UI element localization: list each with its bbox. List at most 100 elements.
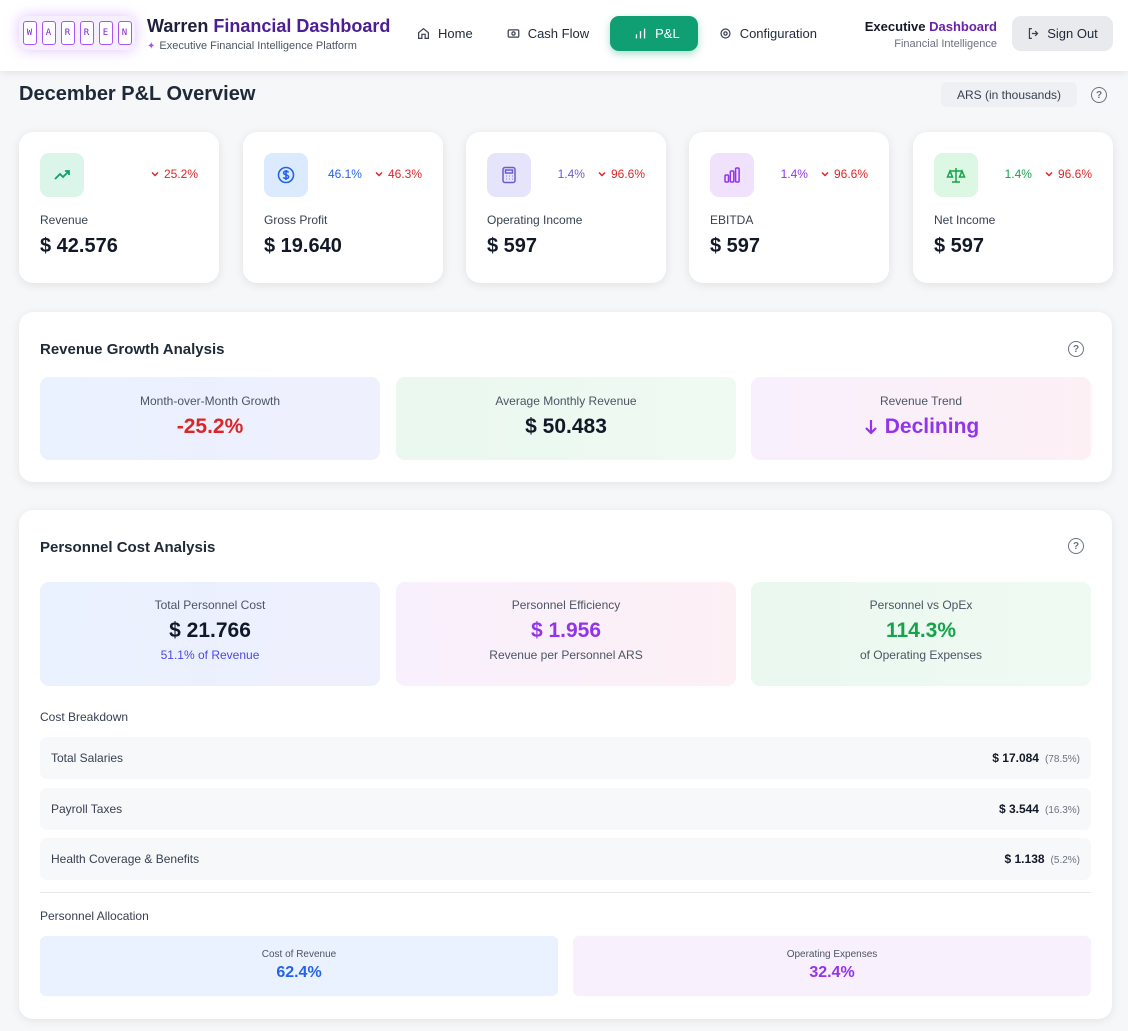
app-subtitle-text: Executive Financial Intelligence Platfor… [159, 40, 357, 52]
cost-breakdown-row: Total Salaries $ 17.084 (78.5%) [40, 737, 1091, 779]
cost-pct: (16.3%) [1044, 805, 1080, 816]
change-primary: 1.4% [557, 167, 585, 181]
alloc-value: 32.4% [809, 964, 855, 981]
kpi-card-net-income: 1.4% 96.6% Net Income $ 597 [913, 132, 1113, 283]
bar-chart-icon [710, 153, 754, 197]
nav-pl-label: P&L [655, 26, 680, 41]
cost-value: $ 3.544 [998, 802, 1039, 816]
stat-value: 114.3% [885, 619, 957, 642]
arrow-down-icon [864, 420, 877, 435]
chevron-down-icon [151, 171, 159, 177]
cash-icon [507, 29, 520, 38]
exec-title-accent: Dashboard [929, 19, 997, 34]
change-down: 25.2% [150, 167, 198, 181]
kpi-label: Net Income [934, 213, 996, 227]
mom-growth-card: Month-over-Month Growth -25.2% [40, 377, 380, 460]
nav-cash-flow[interactable]: Cash Flow [494, 16, 602, 51]
logo-letter: A [41, 21, 56, 45]
stat-sub: Revenue per Personnel ARS [489, 648, 643, 662]
logo-letter: W [22, 21, 37, 45]
kpi-changes: 1.4% 96.6% [558, 167, 645, 181]
cost-name: Health Coverage & Benefits [51, 852, 200, 866]
chevron-down-icon [1045, 171, 1053, 177]
app-title-main: Warren [147, 16, 214, 36]
kpi-changes: 25.2% [150, 167, 198, 181]
warren-logo[interactable]: W A R R E N [19, 16, 135, 50]
exec-title: Executive Dashboard [865, 19, 997, 34]
stat-sub: of Operating Expenses [859, 648, 983, 662]
change-down: 96.6% [1044, 167, 1092, 181]
stat-label: Average Monthly Revenue [495, 394, 637, 408]
logo-letter: N [117, 21, 132, 45]
change-down-value: 96.6% [1057, 167, 1092, 181]
stat-value: $ 50.483 [525, 415, 607, 438]
cost-breakdown-row: Health Coverage & Benefits $ 1.138 (5.2%) [40, 838, 1091, 880]
logo-letter: R [79, 21, 94, 45]
stat-value: $ 1.956 [530, 619, 602, 642]
cost-pct: (78.5%) [1044, 754, 1080, 765]
kpi-label: Operating Income [487, 213, 583, 227]
cost-value: $ 1.138 [1004, 852, 1045, 866]
cost-breakdown-title: Cost Breakdown [40, 710, 129, 724]
nav-cash-flow-label: Cash Flow [527, 26, 590, 41]
exec-subtitle: Financial Intelligence [894, 38, 997, 50]
sign-out-button[interactable]: Sign Out [1012, 16, 1113, 51]
sign-out-label: Sign Out [1047, 26, 1098, 41]
cost-pct: (5.2%) [1050, 855, 1080, 866]
personnel-vs-opex-card: Personnel vs OpEx 114.3% of Operating Ex… [751, 582, 1091, 686]
kpi-changes: 46.1% 46.3% [328, 167, 422, 181]
change-down-value: 46.3% [387, 167, 422, 181]
stat-label: Total Personnel Cost [154, 598, 266, 612]
stat-value: $ 21.766 [169, 619, 251, 642]
change-down-value: 25.2% [163, 167, 198, 181]
nav-configuration[interactable]: Configuration [706, 16, 830, 51]
change-primary: 1.4% [1004, 167, 1032, 181]
cost-breakdown-row: Payroll Taxes $ 3.544 (16.3%) [40, 788, 1091, 830]
nav-home[interactable]: Home [404, 16, 486, 51]
kpi-value: $ 19.640 [264, 235, 342, 257]
sparkle-icon: ✦ [147, 40, 156, 52]
kpi-card-gross-profit: 46.1% 46.3% Gross Profit $ 19.640 [243, 132, 443, 283]
change-down: 96.6% [597, 167, 645, 181]
currency-badge: ARS (in thousands) [941, 82, 1077, 107]
revenue-trend-card: Revenue Trend Declining [751, 377, 1091, 460]
stat-label: Month-over-Month Growth [139, 394, 281, 408]
calculator-icon [487, 153, 531, 197]
cost-name: Payroll Taxes [51, 802, 123, 816]
cost-name: Total Salaries [51, 751, 124, 765]
stat-label: Personnel vs OpEx [869, 598, 973, 612]
change-down: 46.3% [374, 167, 422, 181]
app-subtitle: ✦ Executive Financial Intelligence Platf… [147, 40, 390, 52]
chevron-down-icon [375, 171, 383, 177]
logo-letter: E [98, 21, 113, 45]
change-down: 96.6% [820, 167, 868, 181]
help-icon[interactable]: ? [1068, 538, 1084, 554]
help-icon[interactable]: ? [1091, 87, 1107, 103]
personnel-allocation-title: Personnel Allocation [40, 909, 149, 923]
bar-chart-icon [635, 28, 646, 39]
kpi-changes: 1.4% 96.6% [781, 167, 868, 181]
logout-icon [1029, 28, 1039, 39]
nav-pl[interactable]: P&L [610, 16, 698, 51]
help-icon[interactable]: ? [1068, 341, 1084, 357]
dollar-icon [264, 153, 308, 197]
alloc-label: Operating Expenses [786, 949, 878, 960]
personnel-efficiency-card: Personnel Efficiency $ 1.956 Revenue per… [396, 582, 736, 686]
chevron-down-icon [598, 171, 606, 177]
change-down-value: 96.6% [610, 167, 645, 181]
change-primary: 46.1% [327, 167, 362, 181]
exec-title-main: Executive [864, 19, 930, 34]
kpi-card-operating-income: 1.4% 96.6% Operating Income $ 597 [466, 132, 666, 283]
stat-sub: 51.1% of Revenue [160, 648, 260, 662]
alloc-label: Cost of Revenue [261, 949, 337, 960]
stat-label: Personnel Efficiency [511, 598, 621, 612]
kpi-value: $ 597 [487, 235, 538, 257]
revenue-growth-section: Revenue Growth Analysis ? Month-over-Mon… [19, 312, 1112, 482]
personnel-cost-section: Personnel Cost Analysis ? Total Personne… [19, 510, 1112, 1019]
brand: Warren Financial Dashboard ✦ Executive F… [147, 16, 390, 52]
allocation-operating-expenses: Operating Expenses 32.4% [573, 936, 1091, 996]
app-title: Warren Financial Dashboard [147, 16, 390, 37]
top-header: W A R R E N Warren Financial Dashboard ✦… [0, 0, 1128, 71]
stat-label: Revenue Trend [879, 394, 963, 408]
change-primary: 1.4% [780, 167, 808, 181]
